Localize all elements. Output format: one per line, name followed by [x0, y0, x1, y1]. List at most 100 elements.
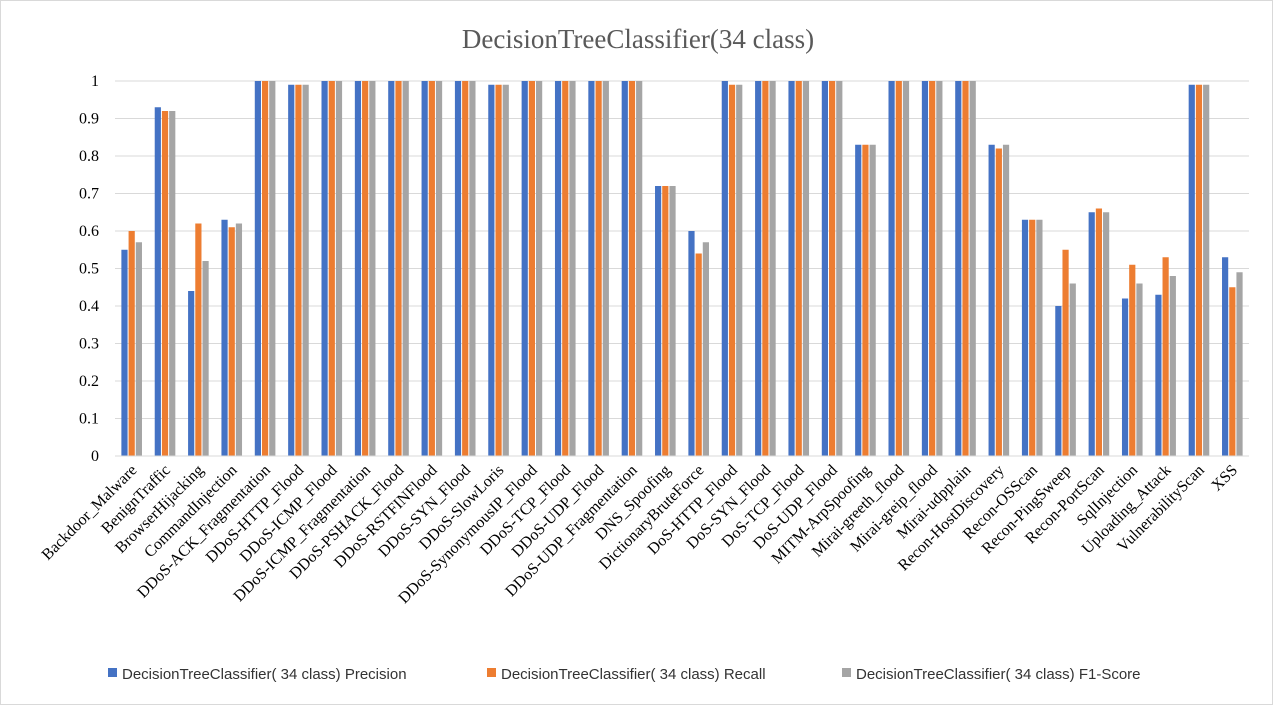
legend-swatch — [842, 668, 851, 677]
bar-recall — [1129, 264, 1136, 456]
bar-recall — [595, 81, 602, 456]
bar-f1-score — [1236, 272, 1243, 456]
bar-precision — [454, 81, 462, 456]
bar-precision — [1188, 84, 1195, 456]
bar-f1-score — [536, 81, 543, 456]
bar-recall — [1195, 84, 1203, 456]
y-tick-label: 0.2 — [79, 373, 99, 390]
bar-f1-score — [602, 81, 609, 456]
bar-f1-score — [1036, 219, 1043, 456]
legend-label: DecisionTreeClassifier( 34 class) Precis… — [122, 666, 407, 683]
bar-f1-score — [235, 223, 243, 456]
bar-precision — [1088, 212, 1095, 456]
bar-precision — [354, 81, 362, 456]
y-tick-label: 0.1 — [79, 411, 99, 428]
bar-recall — [261, 81, 269, 456]
legend-label: DecisionTreeClassifier( 34 class) F1-Sco… — [856, 666, 1141, 683]
bar-f1-score — [1103, 212, 1110, 456]
bar-f1-score — [669, 186, 676, 456]
bar-f1-score — [1136, 283, 1143, 456]
bar-f1-score — [1203, 84, 1210, 456]
x-tick-label: XSS — [1208, 462, 1241, 495]
bar-precision — [1021, 219, 1029, 456]
bar-recall — [528, 81, 536, 456]
bar-recall — [562, 81, 569, 456]
bar-precision — [888, 81, 895, 456]
y-axis-ticks: 0 0.1 0.2 0.3 0.4 0.5 0.6 0.7 0.8 0.9 1 — [79, 73, 99, 465]
y-tick-label: 0.7 — [79, 186, 99, 203]
bar-recall — [328, 81, 335, 456]
y-tick-label: 0 — [91, 448, 99, 465]
bar-f1-score — [636, 81, 643, 456]
bar-precision — [1055, 306, 1062, 456]
bar-recall — [495, 84, 502, 456]
gridlines — [115, 80, 1249, 419]
bar-f1-score — [769, 81, 776, 456]
bar-precision — [955, 81, 962, 456]
bar-recall — [295, 84, 302, 456]
y-tick-label: 0.4 — [79, 298, 99, 315]
bar-precision — [421, 81, 428, 456]
bar-f1-score — [135, 242, 142, 456]
bar-recall — [395, 81, 402, 456]
bar-precision — [721, 81, 728, 456]
bar-recall — [228, 227, 235, 456]
bar-recall — [728, 84, 736, 456]
bar-precision — [755, 81, 762, 456]
bar-precision — [855, 144, 862, 456]
y-tick-label: 0.8 — [79, 148, 99, 165]
bar-recall — [628, 81, 636, 456]
bar-recall — [828, 81, 836, 456]
bar-recall — [795, 81, 802, 456]
bar-precision — [621, 81, 628, 456]
y-tick-label: 0.5 — [79, 261, 99, 278]
bar-recall — [1095, 208, 1103, 456]
bar-recall — [362, 81, 369, 456]
bar-precision — [1222, 257, 1229, 456]
bar-f1-score — [469, 81, 476, 456]
y-tick-label: 0.3 — [79, 336, 99, 353]
bar-recall — [1062, 249, 1069, 456]
bar-f1-score — [502, 84, 509, 456]
bar-precision — [688, 231, 695, 456]
bar-precision — [921, 81, 929, 456]
bar-precision — [988, 144, 995, 456]
bars — [121, 81, 1243, 456]
bar-recall — [895, 81, 902, 456]
bar-recall — [1029, 219, 1036, 456]
bar-precision — [1121, 298, 1129, 456]
bar-precision — [254, 81, 261, 456]
bar-f1-score — [202, 261, 209, 456]
bar-precision — [221, 219, 228, 456]
y-tick-label: 0.9 — [79, 111, 99, 128]
bar-f1-score — [736, 84, 743, 456]
bar-precision — [821, 81, 828, 456]
bar-precision — [121, 249, 128, 456]
bar-precision — [1155, 294, 1162, 456]
legend-swatch — [487, 668, 496, 677]
bar-recall — [462, 81, 469, 456]
bar-precision — [588, 81, 595, 456]
bar-f1-score — [902, 81, 910, 456]
bar-recall — [762, 81, 769, 456]
bar-f1-score — [435, 81, 443, 456]
bar-precision — [188, 291, 195, 456]
bar-precision — [388, 81, 395, 456]
bar-precision — [521, 81, 528, 456]
bar-f1-score — [169, 111, 176, 456]
bar-f1-score — [402, 81, 409, 456]
legend-label: DecisionTreeClassifier( 34 class) Recall — [501, 666, 766, 683]
chart-title: DecisionTreeClassifier(34 class) — [462, 24, 814, 54]
bar-recall — [1229, 287, 1236, 456]
legend: DecisionTreeClassifier( 34 class) Precis… — [108, 666, 1141, 683]
bar-f1-score — [269, 81, 276, 456]
bar-recall — [428, 81, 435, 456]
bar-precision — [788, 81, 795, 456]
bar-f1-score — [1069, 283, 1076, 456]
bar-recall — [862, 144, 869, 456]
bar-f1-score — [335, 81, 343, 456]
bar-recall — [995, 148, 1002, 456]
legend-swatch — [108, 668, 117, 677]
